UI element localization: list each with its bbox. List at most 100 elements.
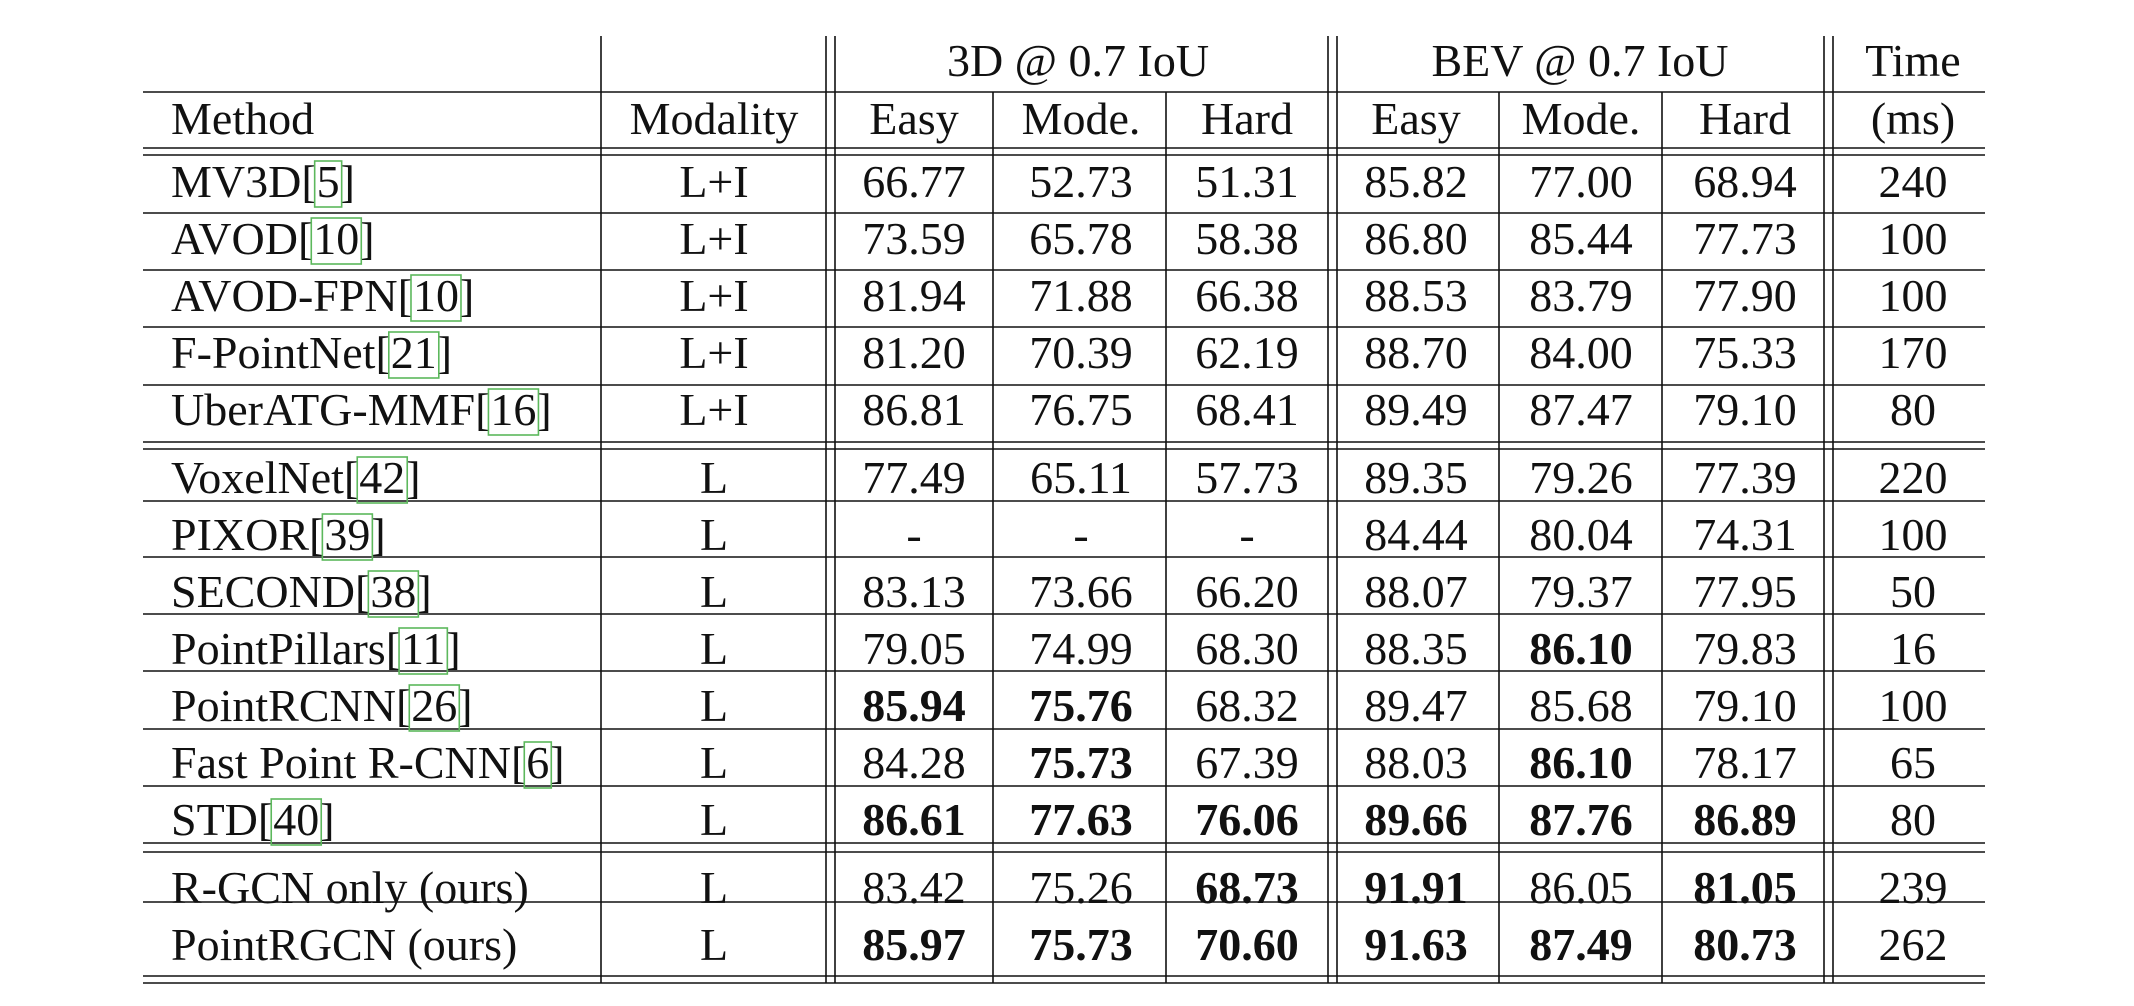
3d-hard-value: 62.19 (1195, 327, 1299, 378)
time-value: 50 (1890, 566, 1936, 617)
3d-hard-value: 68.32 (1195, 680, 1299, 731)
table-body: MV3D [5] L+I 66.77 52.73 51.31 85.82 77.00 68.94… (171, 156, 1948, 970)
citation-link[interactable]: [10] (398, 270, 475, 321)
3d-hard-value: 76.06 (1195, 794, 1299, 845)
header-3d-hard: Hard (1201, 93, 1293, 144)
bev-moderate-value: 84.00 (1529, 327, 1633, 378)
3d-hard-value: 66.38 (1195, 270, 1299, 321)
modality-value: L (700, 919, 728, 970)
3d-easy-value: 73.59 (862, 213, 966, 264)
citation-box (408, 684, 461, 732)
method-name: STD (171, 794, 258, 845)
modality-value: L+I (679, 384, 748, 435)
citation-link[interactable]: [6] (511, 737, 565, 788)
citation-link[interactable]: [26] (396, 680, 473, 731)
citation-box (398, 627, 449, 675)
method-name: SECOND (171, 566, 355, 617)
bev-moderate-value: 87.49 (1529, 919, 1633, 970)
citation-link[interactable]: [21] (375, 327, 452, 378)
bev-easy-value: 91.91 (1364, 862, 1468, 913)
3d-moderate-value: 75.73 (1029, 737, 1133, 788)
citation-link[interactable]: [10] (298, 213, 375, 264)
table-row: UberATG-MMF [16] L+I 86.81 76.75 68.41 89.49 87… (171, 384, 1936, 436)
header-3d-easy: Easy (869, 93, 958, 144)
table-row: AVOD [10] L+I 73.59 65.78 58.38 86.80 85.44 77.7… (171, 213, 1948, 265)
3d-hard-value: 58.38 (1195, 213, 1299, 264)
modality-value: L (700, 452, 728, 503)
bev-easy-value: 88.70 (1364, 327, 1468, 378)
header-bev-moderate: Mode. (1522, 93, 1641, 144)
3d-moderate-value: 73.66 (1029, 566, 1133, 617)
bev-moderate-value: 77.00 (1529, 156, 1633, 207)
citation-box (356, 456, 409, 504)
citation-link[interactable]: [42] (344, 452, 421, 503)
citation-link[interactable]: [11] (386, 623, 461, 674)
3d-moderate-value: 77.63 (1029, 794, 1133, 845)
time-value: 16 (1890, 623, 1936, 674)
modality-value: L+I (679, 270, 748, 321)
3d-easy-value: - (906, 509, 921, 560)
3d-moderate-value: 75.73 (1029, 919, 1133, 970)
header-bev-easy: Easy (1371, 93, 1460, 144)
citation-box (387, 331, 440, 379)
citation-box (270, 798, 323, 846)
header-group-3d: 3D @ 0.7 IoU (947, 35, 1209, 86)
modality-value: L (700, 566, 728, 617)
header-time-bottom: (ms) (1871, 93, 1955, 144)
table-row: PointPillars [11] L 79.05 74.99 68.30 88.35 86.… (171, 623, 1936, 675)
3d-hard-value: 68.41 (1195, 384, 1299, 435)
bev-moderate-value: 79.26 (1529, 452, 1633, 503)
time-value: 240 (1879, 156, 1948, 207)
method-name: F-PointNet (171, 327, 376, 378)
3d-easy-value: 86.81 (862, 384, 966, 435)
bev-hard-value: 77.39 (1693, 452, 1797, 503)
header-group-bev: BEV @ 0.7 IoU (1431, 35, 1728, 86)
time-value: 100 (1879, 509, 1948, 560)
table-row: PointRGCN (ours) L 85.97 75.73 70.60 91.63 87.… (171, 919, 1948, 970)
citation-link[interactable]: [38] (355, 566, 432, 617)
bev-moderate-value: 86.10 (1529, 737, 1633, 788)
bev-hard-value: 79.10 (1693, 384, 1797, 435)
header-bev-hard: Hard (1699, 93, 1791, 144)
3d-moderate-value: 65.11 (1030, 452, 1132, 503)
bev-hard-value: 81.05 (1693, 862, 1797, 913)
method-name: VoxelNet (171, 452, 344, 503)
method-name: AVOD (171, 213, 298, 264)
3d-moderate-value: 65.78 (1029, 213, 1133, 264)
citation-box (367, 570, 420, 618)
3d-easy-value: 66.77 (862, 156, 966, 207)
method-name: PIXOR (171, 509, 309, 560)
table-row: SECOND [38] L 83.13 73.66 66.20 88.07 79.37 77.9… (171, 566, 1936, 618)
3d-easy-value: 81.20 (862, 327, 966, 378)
bev-hard-value: 68.94 (1693, 156, 1797, 207)
bev-easy-value: 86.80 (1364, 213, 1468, 264)
3d-hard-value: - (1239, 509, 1254, 560)
modality-value: L (700, 680, 728, 731)
bev-hard-value: 86.89 (1693, 794, 1797, 845)
method-name: UberATG-MMF (171, 384, 475, 435)
time-value: 100 (1879, 680, 1948, 731)
time-value: 220 (1879, 452, 1948, 503)
modality-value: L (700, 623, 728, 674)
citation-link[interactable]: [40] (258, 794, 335, 845)
citation-box (313, 160, 343, 208)
3d-hard-value: 70.60 (1195, 919, 1299, 970)
bev-moderate-value: 87.76 (1529, 794, 1633, 845)
3d-hard-value: 68.30 (1195, 623, 1299, 674)
bev-hard-value: 79.10 (1693, 680, 1797, 731)
citation-box (321, 513, 374, 561)
bev-hard-value: 77.90 (1693, 270, 1797, 321)
table-row: PointRCNN [26] L 85.94 75.76 68.32 89.47 85.68 7… (171, 680, 1948, 732)
bev-moderate-value: 86.10 (1529, 623, 1633, 674)
citation-link[interactable]: [5] (301, 156, 355, 207)
time-value: 80 (1890, 384, 1936, 435)
table-row: VoxelNet [42] L 77.49 65.11 57.73 89.35 79.26 77… (171, 452, 1948, 504)
citation-box (310, 217, 363, 265)
citation-link[interactable]: [39] (309, 509, 386, 560)
table-rules (143, 36, 1985, 984)
table-row: R-GCN only (ours) L 83.42 75.26 68.73 91.91 86… (171, 862, 1948, 913)
modality-value: L (700, 737, 728, 788)
citation-link[interactable]: [16] (475, 384, 552, 435)
3d-moderate-value: 71.88 (1029, 270, 1133, 321)
